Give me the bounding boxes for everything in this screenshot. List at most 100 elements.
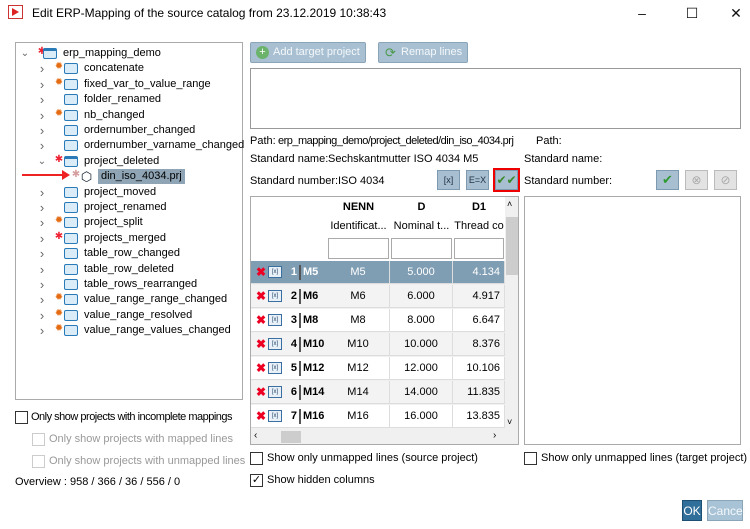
tree-item[interactable]: › ✱ projects_merged (16, 231, 242, 246)
chevron-right-icon[interactable]: › (39, 261, 45, 277)
chevron-right-icon[interactable]: › (39, 61, 45, 77)
scroll-thumb[interactable] (506, 217, 518, 275)
source-standard-name-value: Sechskantmutter ISO 4034 M5 (328, 153, 479, 165)
chevron-right-icon[interactable]: › (39, 184, 45, 200)
tree-item[interactable]: › ✹ value_range_resolved (16, 308, 242, 323)
column-header-nenn[interactable]: NENN (342, 201, 375, 213)
chevron-right-icon[interactable]: › (39, 230, 45, 246)
add-target-project-button[interactable]: + Add target project (250, 42, 366, 63)
source-standard-name-label: Standard name: (250, 153, 329, 165)
scroll-down-icon[interactable]: ˅ (507, 417, 513, 427)
tree-item[interactable]: › ✹ value_range_range_changed (16, 292, 242, 307)
tree-item[interactable]: ⌄ ✱ erp_mapping_demo (16, 46, 242, 61)
chevron-right-icon[interactable]: › (39, 323, 45, 339)
table-row[interactable]: ✖ [x] 4 M10 M10 10.000 8.376 (251, 333, 505, 356)
target-table[interactable] (524, 196, 741, 445)
column-header-d[interactable]: D (417, 201, 426, 213)
variable-icon[interactable]: [x] (268, 290, 282, 302)
tree-item[interactable]: › table_row_changed (16, 246, 242, 261)
tree-item-label: value_range_resolved (84, 308, 193, 321)
confirm-all-button[interactable]: ✔✔ (493, 168, 520, 192)
chevron-down-icon[interactable]: ⌄ (20, 48, 30, 59)
tree-item[interactable]: ✱ ⬡ din_iso_4034.prj (16, 169, 242, 185)
delete-mapping-icon[interactable]: ✖ (256, 361, 267, 375)
variable-icon[interactable]: [x] (268, 410, 282, 422)
scroll-left-icon[interactable]: ‹ (254, 430, 258, 441)
tree-item[interactable]: › folder_renamed (16, 92, 242, 107)
cancel-button[interactable]: Cancel (707, 500, 745, 521)
tree-item[interactable]: › ordernumber_varname_changed (16, 138, 244, 154)
column-filter-input[interactable] (328, 238, 389, 259)
table-row[interactable]: ✖ [x] 7 M16 M16 16.000 13.835 (251, 405, 505, 428)
tree-item[interactable]: › table_row_deleted (16, 262, 242, 277)
column-filter-input[interactable] (454, 238, 504, 259)
vertical-scrollbar[interactable]: ˄ ˅ (505, 197, 518, 430)
variable-icon[interactable]: [x] (268, 338, 282, 350)
chevron-right-icon[interactable]: › (39, 123, 45, 138)
mapped-lines-checkbox[interactable] (32, 433, 45, 446)
chevron-right-icon[interactable]: › (39, 92, 45, 108)
delete-mapping-icon[interactable]: ✖ (256, 265, 267, 279)
row-key: M6 (299, 289, 318, 304)
horizontal-scrollbar[interactable]: ‹ › (251, 430, 518, 444)
delete-mapping-icon[interactable]: ✖ (256, 385, 267, 399)
tree-item[interactable]: › ✹ concatenate (16, 61, 242, 76)
tree-item[interactable]: › ✹ nb_changed (16, 108, 242, 123)
chevron-right-icon[interactable]: › (39, 200, 45, 215)
unmapped-lines-checkbox[interactable] (32, 455, 45, 468)
hscroll-thumb[interactable] (281, 431, 301, 443)
tree-item[interactable]: › ✹ project_split (16, 215, 242, 230)
chevron-right-icon[interactable]: › (39, 138, 45, 154)
map-expression-button[interactable]: E=X (466, 170, 489, 190)
variable-icon[interactable]: [x] (268, 386, 282, 398)
folder-icon (64, 140, 78, 152)
remap-lines-button[interactable]: ⟳ Remap lines (378, 42, 469, 63)
scroll-right-icon[interactable]: › (493, 430, 497, 441)
incomplete-mappings-checkbox[interactable] (15, 411, 28, 424)
reset-button[interactable]: ⊘ (714, 170, 737, 190)
table-row[interactable]: ✖ [x] 6 M14 M14 14.000 11.835 (251, 381, 505, 404)
source-unmapped-checkbox[interactable] (250, 452, 263, 465)
chevron-right-icon[interactable]: › (39, 107, 45, 123)
variable-icon[interactable]: [x] (268, 362, 282, 374)
target-unmapped-checkbox[interactable] (524, 452, 537, 465)
tree-item[interactable]: › ordernumber_changed (16, 123, 242, 138)
chevron-right-icon[interactable]: › (39, 307, 45, 323)
minimize-button[interactable]: – (638, 5, 646, 21)
column-header-d1[interactable]: D1 (471, 201, 487, 213)
remove-button[interactable]: ⊗ (685, 170, 708, 190)
confirm-button[interactable]: ✔ (656, 170, 679, 190)
column-filter-input[interactable] (391, 238, 452, 259)
chevron-right-icon[interactable]: › (39, 277, 45, 292)
project-tree[interactable]: ⌄ ✱ erp_mapping_demo › ✹ concatenate › ✹ fixed_v… (15, 42, 244, 400)
variable-icon[interactable]: [x] (268, 266, 282, 278)
chevron-right-icon[interactable]: › (39, 76, 45, 92)
table-row[interactable]: ✖ [x] 3 M8 M8 8.000 6.647 (251, 309, 505, 332)
source-table[interactable]: NENN Identificat... D Nominal t... D1 Thread … (250, 196, 519, 445)
tree-item[interactable]: › project_renamed (16, 200, 242, 215)
delete-mapping-icon[interactable]: ✖ (256, 409, 267, 423)
chevron-down-icon[interactable]: ⌄ (37, 155, 47, 167)
table-row[interactable]: ✖ [x] 5 M12 M12 12.000 10.106 (251, 357, 505, 380)
tree-item[interactable]: › table_rows_rearranged (16, 277, 242, 292)
variable-icon[interactable]: [x] (268, 314, 282, 326)
tree-item[interactable]: ⌄ ✱ project_deleted (16, 154, 242, 169)
chevron-right-icon[interactable]: › (39, 292, 45, 308)
chevron-right-icon[interactable]: › (39, 246, 45, 262)
scroll-up-icon[interactable]: ˄ (507, 199, 513, 209)
maximize-button[interactable]: ☐ (685, 5, 699, 21)
message-area[interactable] (250, 68, 741, 129)
tree-item[interactable]: › project_moved (16, 185, 242, 200)
table-row[interactable]: ✖ [x] 2 M6 M6 6.000 4.917 (251, 285, 505, 308)
delete-mapping-icon[interactable]: ✖ (256, 337, 267, 351)
map-formula-button[interactable]: [x] (437, 170, 460, 190)
chevron-right-icon[interactable]: › (39, 215, 45, 231)
hidden-columns-checkbox[interactable]: ✓ (250, 474, 263, 487)
ok-button[interactable]: OK (682, 500, 702, 521)
delete-mapping-icon[interactable]: ✖ (256, 313, 267, 327)
table-row[interactable]: ✖ [x] 1 M5 M5 5.000 4.134 (251, 261, 505, 284)
close-button[interactable]: ✕ (730, 5, 742, 21)
tree-item[interactable]: › ✹ value_range_values_changed (16, 323, 242, 338)
tree-item[interactable]: › ✹ fixed_var_to_value_range (16, 77, 242, 92)
delete-mapping-icon[interactable]: ✖ (256, 289, 267, 303)
